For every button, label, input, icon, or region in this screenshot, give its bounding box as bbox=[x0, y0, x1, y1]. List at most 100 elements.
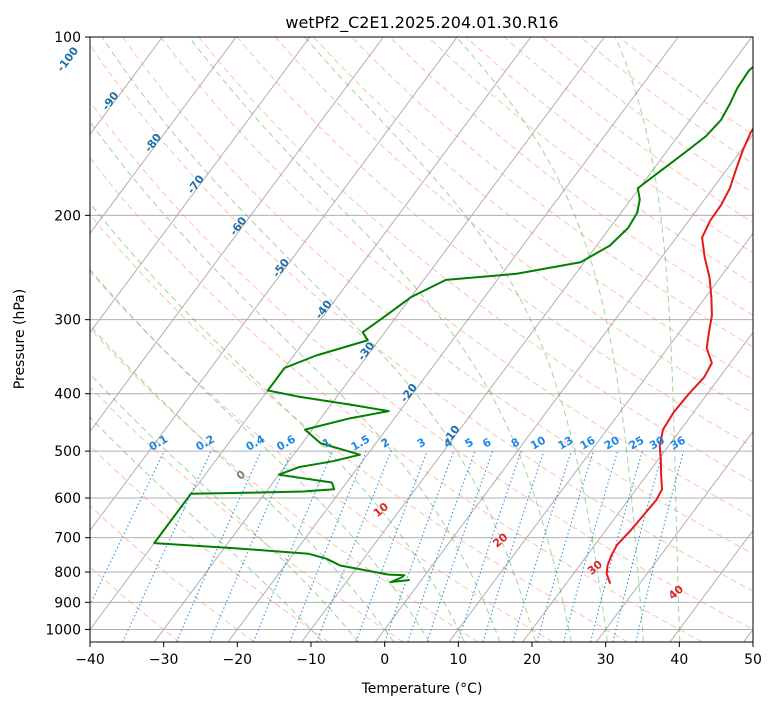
theta-e-label: 0 bbox=[234, 468, 248, 483]
chart-title: wetPf2_C2E1.2025.204.01.30.R16 bbox=[285, 13, 558, 33]
dry-adiabat-line bbox=[90, 386, 404, 642]
y-tick-label: 900 bbox=[54, 595, 81, 611]
dry-adiabat-line bbox=[122, 37, 753, 555]
isotherm-line bbox=[448, 232, 753, 642]
moist-adiabat-line bbox=[90, 416, 324, 642]
mixing-ratio-line bbox=[252, 450, 334, 642]
mixing-ratio-label: 6 bbox=[480, 435, 493, 450]
mixing-ratio-line bbox=[612, 450, 664, 642]
mixing-ratio-label: 25 bbox=[627, 434, 647, 453]
mixing-ratio-line bbox=[482, 450, 545, 642]
mixing-ratio-label: 5 bbox=[463, 436, 476, 451]
x-axis-label: Temperature (°C) bbox=[361, 681, 483, 697]
background-grid bbox=[90, 37, 753, 642]
mixing-ratio-line bbox=[426, 450, 494, 642]
plot-frame bbox=[89, 36, 754, 643]
y-tick-label: 700 bbox=[54, 531, 81, 547]
mixing-ratio-label: 13 bbox=[556, 434, 576, 453]
mixing-ratio-label: 30 bbox=[647, 433, 667, 452]
dry-adiabat-line bbox=[90, 44, 753, 592]
moist-adiabat-line bbox=[101, 37, 537, 642]
mixing-ratio-line bbox=[536, 450, 594, 642]
x-tick-label: 20 bbox=[523, 652, 541, 668]
y-axis-label: Pressure (hPa) bbox=[12, 289, 28, 389]
theta-e-label: 20 bbox=[490, 530, 510, 550]
isotherm-line bbox=[90, 37, 532, 631]
dry-adiabat-line bbox=[465, 37, 753, 254]
isotherm-label: -90 bbox=[99, 89, 122, 113]
y-tick-label: 800 bbox=[54, 565, 81, 581]
mixing-ratio-label: 0.4 bbox=[244, 432, 268, 453]
isotherm-line bbox=[669, 529, 753, 642]
x-tick-label: −10 bbox=[296, 652, 326, 668]
isotherm-line bbox=[90, 37, 311, 334]
dry-adiabat-line bbox=[90, 157, 703, 642]
mixing-ratio-line bbox=[355, 450, 428, 642]
moist-adiabat-line bbox=[90, 268, 430, 642]
theta-e-label: 30 bbox=[585, 558, 605, 578]
y-tick-label: 1000 bbox=[45, 622, 81, 638]
mixing-ratio-label: 1 bbox=[320, 436, 333, 451]
theta-e-label: 10 bbox=[371, 500, 391, 520]
moist-adiabat-line bbox=[614, 37, 681, 642]
x-tick-label: 30 bbox=[597, 652, 615, 668]
temperature-line bbox=[605, 126, 753, 585]
mixing-ratio-line bbox=[90, 450, 165, 607]
isotherm-label: -100 bbox=[54, 44, 81, 74]
x-tick-label: 40 bbox=[670, 652, 688, 668]
moist-adiabat-line bbox=[304, 37, 608, 642]
isotherm-line bbox=[90, 37, 458, 532]
mixing-ratio-line bbox=[384, 450, 455, 642]
dry-adiabat-line bbox=[90, 100, 753, 631]
dry-adiabat-line bbox=[313, 37, 753, 381]
moist-adiabat-line bbox=[188, 37, 572, 642]
y-tick-label: 200 bbox=[54, 208, 81, 224]
mixing-ratio-line bbox=[457, 450, 522, 642]
mixing-ratio-line bbox=[209, 450, 293, 642]
profile-series bbox=[153, 65, 753, 585]
dry-adiabat-line bbox=[90, 270, 554, 642]
isotherm-label: -60 bbox=[227, 214, 250, 238]
y-tick-label: 600 bbox=[54, 491, 81, 507]
dry-adiabat-line bbox=[90, 328, 479, 642]
isotherm-line bbox=[595, 430, 753, 642]
mixing-ratio-line bbox=[175, 450, 262, 642]
x-tick-label: 0 bbox=[380, 652, 389, 668]
y-axis: 100 200 300 400 500 600 700 800 900 1000 bbox=[45, 30, 90, 638]
dry-adiabat-line bbox=[618, 37, 753, 136]
dry-adiabat-line bbox=[580, 37, 753, 165]
dry-adiabat-line bbox=[351, 37, 753, 348]
mixing-ratio-label: 0.6 bbox=[274, 432, 298, 453]
mixing-ratio-line bbox=[512, 450, 572, 642]
isotherm-line bbox=[743, 628, 753, 642]
moist-adiabat-line bbox=[90, 373, 359, 642]
dewpoint-line bbox=[153, 65, 753, 584]
y-tick-label: 500 bbox=[54, 444, 81, 460]
mixing-ratio-label: 20 bbox=[602, 433, 622, 452]
y-tick-label: 300 bbox=[54, 313, 81, 329]
isotherm-line bbox=[90, 37, 237, 235]
line-labels: 0.1 0.2 0.4 0.6 1 1.5 2 3 4 5 6 8 10 13 16 20 25 30 36-100… bbox=[54, 44, 688, 602]
x-tick-label: −40 bbox=[75, 652, 105, 668]
dry-adiabat-line bbox=[389, 37, 753, 316]
dry-adiabat-line bbox=[90, 505, 255, 642]
x-tick-label: −30 bbox=[149, 652, 179, 668]
mixing-ratio-line bbox=[289, 450, 367, 642]
mixing-ratio-line bbox=[407, 450, 476, 642]
isotherm-label: -80 bbox=[142, 131, 165, 155]
mixing-ratio-label: 1.5 bbox=[349, 433, 372, 454]
moist-adiabat-line bbox=[455, 37, 645, 642]
isotherm-line bbox=[522, 331, 753, 642]
moist-adiabat-line bbox=[90, 324, 395, 642]
x-tick-label: 50 bbox=[744, 652, 762, 668]
mixing-ratio-label: 10 bbox=[528, 433, 548, 452]
mixing-ratio-label: 8 bbox=[509, 436, 522, 451]
dry-adiabat-line bbox=[90, 213, 628, 642]
mixing-ratio-label: 36 bbox=[668, 433, 688, 452]
y-tick-label: 400 bbox=[54, 387, 81, 403]
mixing-ratio-line bbox=[589, 450, 643, 642]
mixing-ratio-line bbox=[316, 450, 392, 642]
isotherm-line bbox=[374, 133, 753, 642]
dry-adiabat-line bbox=[274, 37, 753, 414]
